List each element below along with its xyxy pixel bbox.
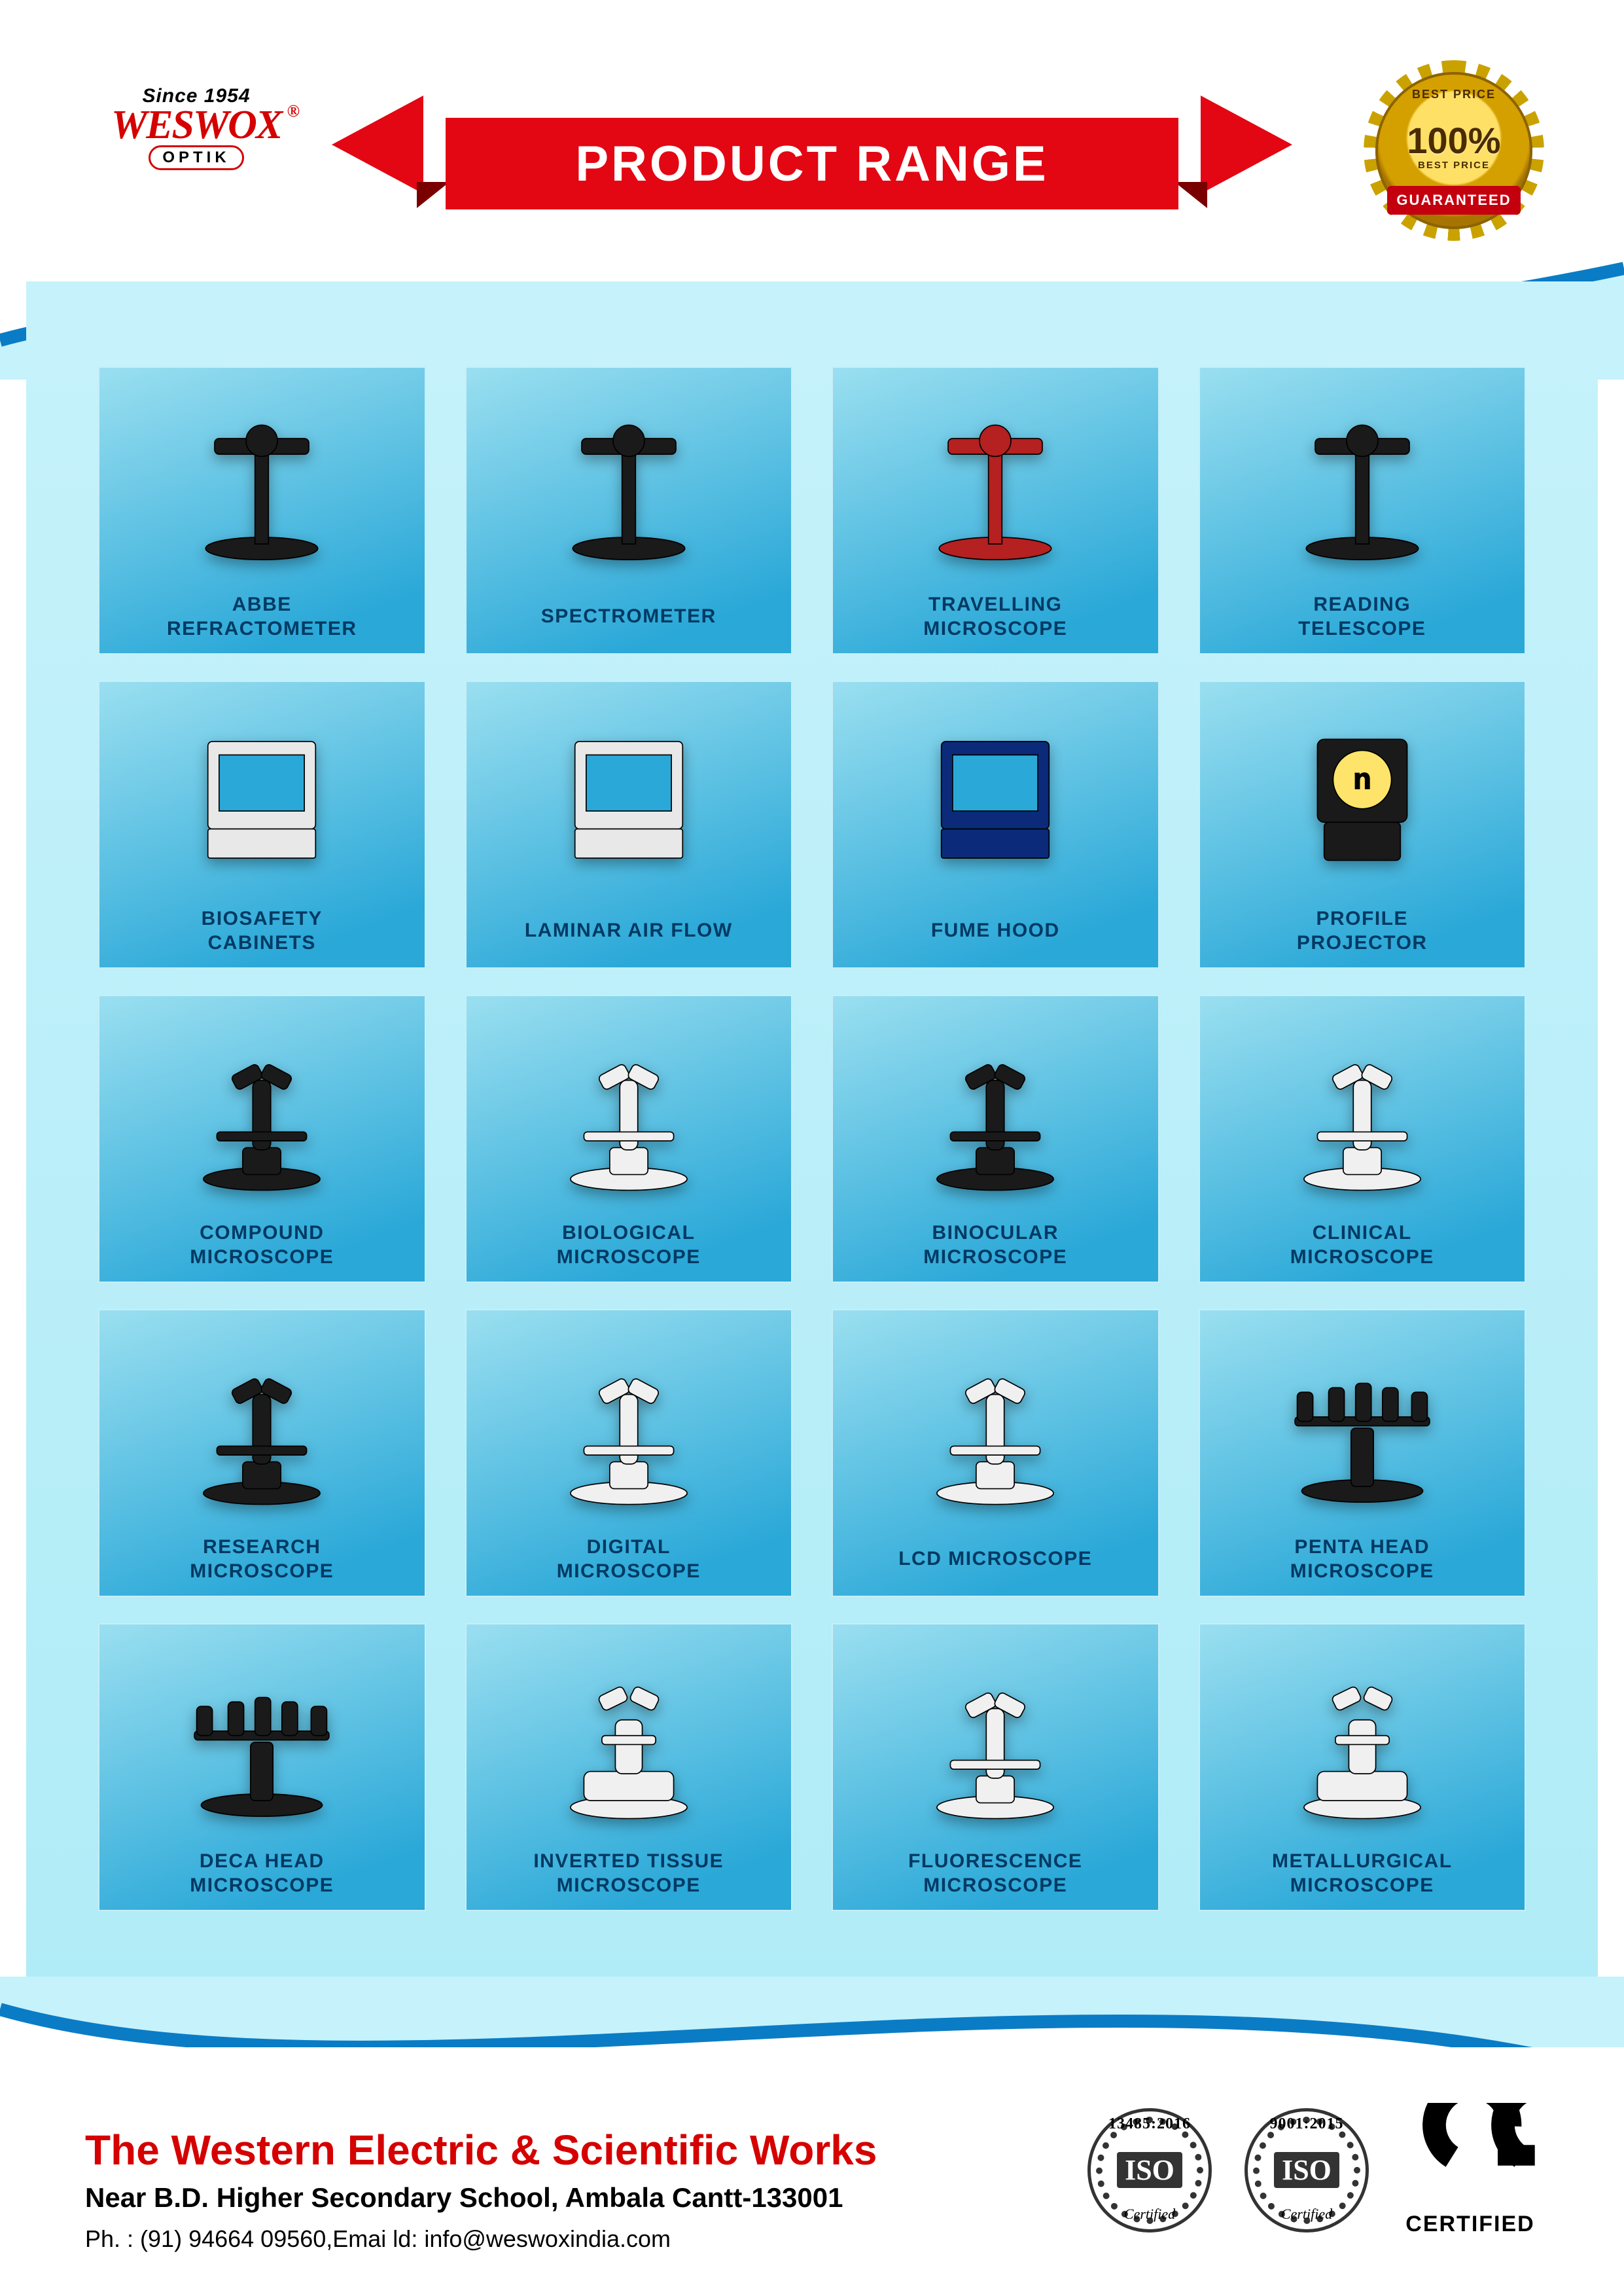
product-card: TRAVELLING MICROSCOPE [832,367,1159,655]
iso2-certified: Certified [1248,2206,1366,2223]
product-image-icon [1208,1008,1517,1220]
product-image-icon [474,1008,784,1220]
product-label: BIOLOGICAL MICROSCOPE [557,1220,701,1270]
iso1-label: ISO [1117,2152,1182,2188]
footer-badges: 13485:2016 ISO Certified 9001:2015 ISO C… [1087,2103,1539,2237]
product-image-icon [1208,380,1517,592]
ribbon-tail-left-icon [332,96,423,194]
product-label: ABBE REFRACTOMETER [167,592,357,641]
product-label: COMPOUND MICROSCOPE [190,1220,334,1270]
product-label: FUME HOOD [931,906,1060,956]
product-image-icon [107,1008,417,1220]
product-label: PROFILE PROJECTOR [1297,906,1428,956]
product-card: DECA HEAD MICROSCOPE [98,1623,426,1911]
product-image-icon [1208,1322,1517,1534]
product-card: RESEARCH MICROSCOPE [98,1309,426,1597]
badge-ribbon-text: GUARANTEED [1387,186,1521,215]
product-label: LAMINAR AIR FLOW [525,906,733,956]
product-card: BINOCULAR MICROSCOPE [832,995,1159,1283]
product-image-icon [1208,1636,1517,1848]
badge-top-text: BEST PRICE [1375,88,1532,101]
iso-9001-seal-icon: 9001:2015 ISO Certified [1244,2108,1369,2233]
ribbon-tail-right-icon [1201,96,1292,194]
ribbon-fold-right-icon [1174,182,1207,208]
product-label: READING TELESCOPE [1298,592,1426,641]
product-label: RESEARCH MICROSCOPE [190,1534,334,1584]
product-image-icon [474,694,784,906]
product-label: METALLURGICAL MICROSCOPE [1272,1848,1453,1898]
product-card: SPECTROMETER [465,367,793,655]
product-grid-panel: ABBE REFRACTOMETER SPECTROMETER TRAVELLI… [26,281,1598,2009]
product-label: BIOSAFETY CABINETS [202,906,323,956]
ce-certified-label: CERTIFIED [1405,2212,1534,2237]
logo-name-text: WESWOX [111,103,281,147]
product-card: PROFILE PROJECTOR [1199,681,1527,969]
brand-logo: Since 1954 WESWOX ® OPTIK [111,85,281,170]
badge-sub-text: BEST PRICE [1375,160,1532,171]
page-title: PRODUCT RANGE [575,135,1048,192]
product-card: METALLURGICAL MICROSCOPE [1199,1623,1527,1911]
product-label: SPECTROMETER [541,592,716,641]
footer: The Western Electric & Scientific Works … [0,2047,1624,2296]
product-label: DIGITAL MICROSCOPE [557,1534,701,1584]
product-card: BIOLOGICAL MICROSCOPE [465,995,793,1283]
product-image-icon [841,1008,1150,1220]
badge-mid-text: 100% [1375,119,1532,162]
header: Since 1954 WESWOX ® OPTIK PRODUCT RANGE … [0,0,1624,223]
product-image-icon [474,1636,784,1848]
title-ribbon: PRODUCT RANGE [341,105,1283,223]
iso2-label: ISO [1274,2152,1339,2188]
product-label: BINOCULAR MICROSCOPE [923,1220,1067,1270]
product-image-icon [107,694,417,906]
product-image-icon [474,380,784,592]
product-image-icon [841,1636,1150,1848]
ribbon-fold-left-icon [417,182,450,208]
ribbon-body: PRODUCT RANGE [446,118,1178,209]
product-card: INVERTED TISSUE MICROSCOPE [465,1623,793,1911]
product-label: CLINICAL MICROSCOPE [1290,1220,1434,1270]
product-card: FLUORESCENCE MICROSCOPE [832,1623,1159,1911]
product-card: DIGITAL MICROSCOPE [465,1309,793,1597]
product-label: PENTA HEAD MICROSCOPE [1290,1534,1434,1584]
ce-mark-icon: CERTIFIED [1402,2103,1539,2237]
product-image-icon [841,1322,1150,1534]
product-card: CLINICAL MICROSCOPE [1199,995,1527,1283]
product-image-icon [107,380,417,592]
registered-icon: ® [287,103,298,118]
product-grid: ABBE REFRACTOMETER SPECTROMETER TRAVELLI… [98,367,1526,1911]
product-card: BIOSAFETY CABINETS [98,681,426,969]
product-label: INVERTED TISSUE MICROSCOPE [533,1848,724,1898]
product-card: FUME HOOD [832,681,1159,969]
product-label: TRAVELLING MICROSCOPE [923,592,1067,641]
logo-optik: OPTIK [149,145,243,170]
product-card: PENTA HEAD MICROSCOPE [1199,1309,1527,1597]
product-label: DECA HEAD MICROSCOPE [190,1848,334,1898]
product-card: ABBE REFRACTOMETER [98,367,426,655]
product-card: READING TELESCOPE [1199,367,1527,655]
guarantee-badge-icon: BEST PRICE 100% BEST PRICE GUARANTEED [1375,72,1532,229]
product-label: FLUORESCENCE MICROSCOPE [908,1848,1082,1898]
iso1-standard: 13485:2016 [1091,2115,1209,2133]
product-image-icon [107,1322,417,1534]
product-image-icon [841,380,1150,592]
product-card: LCD MICROSCOPE [832,1309,1159,1597]
iso2-standard: 9001:2015 [1248,2115,1366,2133]
iso1-certified: Certified [1091,2206,1209,2223]
product-card: COMPOUND MICROSCOPE [98,995,426,1283]
logo-name: WESWOX ® [111,107,281,144]
product-image-icon [1208,694,1517,906]
product-image-icon [107,1636,417,1848]
product-label: LCD MICROSCOPE [898,1534,1092,1584]
product-image-icon [841,694,1150,906]
product-card: LAMINAR AIR FLOW [465,681,793,969]
product-image-icon [474,1322,784,1534]
iso-13485-seal-icon: 13485:2016 ISO Certified [1087,2108,1212,2233]
